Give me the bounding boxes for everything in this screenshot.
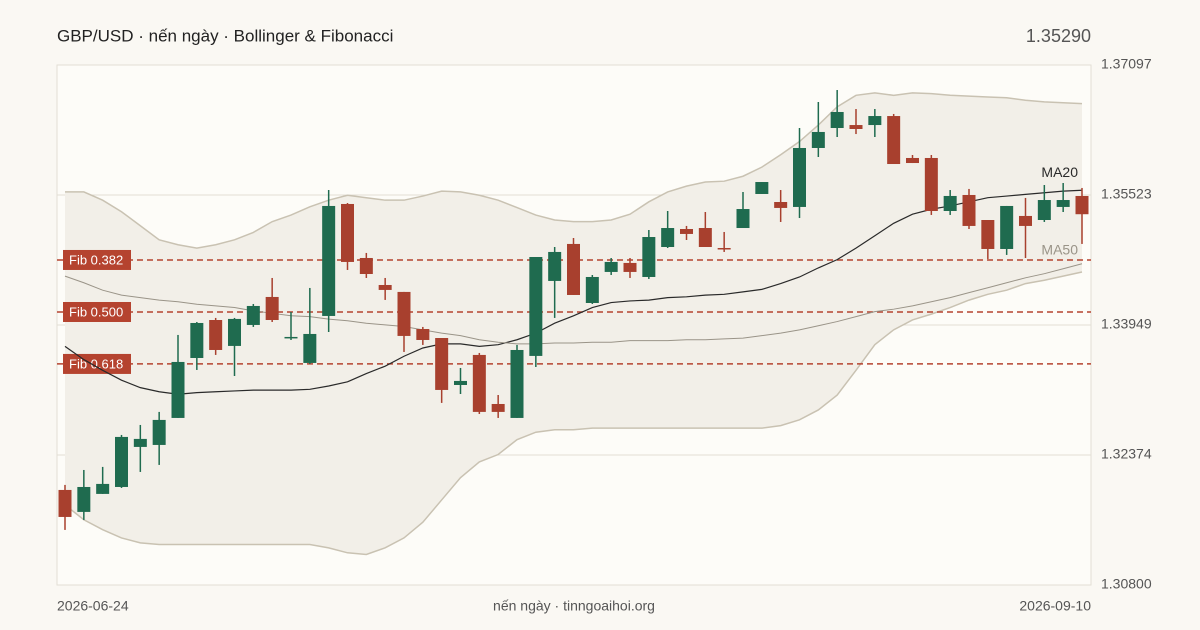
y-tick-label: 1.30800 [1101,576,1152,592]
candle-body [152,419,166,445]
fib-label: Fib 0.500 [69,304,123,319]
candle-body [793,147,806,207]
candle-body [868,116,882,126]
candle-body [811,131,825,148]
candle-body [774,201,788,208]
candle-body [510,349,524,418]
fib-label-box [63,249,131,270]
fib-label-box [63,353,131,374]
x-tick-label: 2026-06-24 [57,598,129,614]
candle-body [642,237,656,277]
candle-body [58,489,72,517]
y-tick-label: 1.35523 [1101,186,1152,202]
candle-body [378,284,392,290]
candle-body [435,338,449,390]
ma-line [64,189,1083,395]
y-tick-label: 1.32374 [1101,446,1152,462]
candle-body [924,157,938,211]
candle-body [133,438,147,447]
candle-body [585,276,599,303]
candle-body [1000,205,1014,249]
ma-line [64,263,1083,345]
candle-body [567,243,580,295]
candle-body [717,247,731,250]
candle-body [962,194,976,226]
candle-body [736,209,750,229]
candle-body [604,261,618,272]
bollinger-line [64,271,1083,556]
candle-body [209,320,223,350]
candle-body [548,251,562,281]
candle-body [529,256,543,356]
y-tick-label: 1.37097 [1101,56,1152,72]
fib-label-box [63,301,131,322]
candle-body [472,354,486,412]
bollinger-line [65,92,1083,249]
candle-body [359,257,373,275]
candle-body [284,336,298,339]
candle-body [491,403,505,412]
candle-body [981,220,995,249]
candle-body [943,195,957,211]
candle-body [416,329,430,340]
candle-body [830,111,844,129]
candle-body [190,322,204,358]
candle-body [906,157,919,164]
candle-body [1075,195,1089,215]
candle-body [115,436,128,487]
candle-body [303,333,317,363]
candle-body [755,182,769,194]
candle-body [661,228,675,248]
bollinger-band-area [65,92,1082,555]
candle-body [228,318,241,346]
chart-title: GBP/USD · nến ngày · Bollinger & Fibonac… [57,26,393,45]
ma-label: MA50 [1041,241,1078,257]
candle-body [623,262,637,272]
y-tick-label: 1.33949 [1101,316,1152,332]
candle-body [265,296,279,321]
candle-body [887,116,901,165]
footer: nến ngày · tinngoaihoi.org [493,598,655,614]
candle-body [96,483,110,494]
candle-body [1037,200,1051,221]
fib-label: Fib 0.618 [69,356,123,371]
candle-body [1056,200,1070,207]
candle-body [171,361,185,418]
last-price: 1.35290 [1026,26,1091,46]
fib-label: Fib 0.382 [69,252,123,267]
ma-label: MA20 [1041,164,1078,180]
candle-body [680,229,693,234]
x-tick-label: 2026-09-10 [1019,598,1091,614]
candle-body [77,486,91,512]
candle-body [246,305,260,325]
candle-body [397,291,411,336]
candle-body [322,205,336,316]
candle-body [1019,215,1032,226]
candle-body [698,228,712,248]
candle-body [454,380,467,385]
candle-body [849,125,863,129]
candle-body [341,203,354,262]
